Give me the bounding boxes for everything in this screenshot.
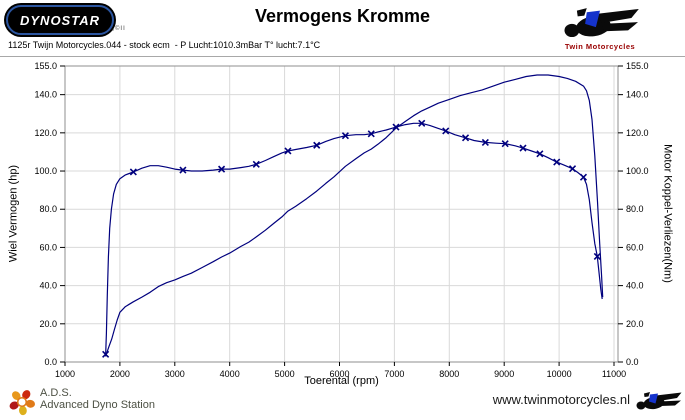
x-marker — [284, 147, 292, 155]
y-tick-label-right: 60.0 — [626, 242, 644, 252]
x-marker — [129, 168, 137, 176]
dynostar-logo-suffix: „©II — [112, 26, 126, 32]
x-tick-label: 8000 — [439, 369, 459, 379]
dynostar-logo-text: DYNOSTAR — [20, 12, 100, 28]
y-tick-label-right: 140.0 — [626, 90, 649, 100]
y-tick-label-left: 155.0 — [34, 61, 57, 71]
x-marker — [418, 119, 426, 127]
website-url: www.twinmotorcycles.nl — [492, 392, 630, 407]
twin-motorcycles-logo — [564, 8, 639, 38]
y-tick-label-right: 0.0 — [626, 357, 639, 367]
x-marker — [392, 123, 400, 131]
ads-swirl-icon — [9, 390, 36, 416]
y-tick-label-left: 60.0 — [39, 242, 57, 252]
twin-motorcycles-logo-small — [636, 392, 682, 410]
x-tick-label: 1000 — [55, 369, 75, 379]
left-axis-title: Wiel Vermogen (hp) — [7, 164, 20, 263]
x-marker — [501, 140, 509, 148]
x-tick-label: 5000 — [275, 369, 295, 379]
x-marker — [568, 165, 577, 173]
x-marker — [367, 130, 375, 138]
report-header: DYNOSTAR „©II Vermogens Kromme 1125r Twi… — [0, 0, 685, 57]
x-tick-label: 4000 — [220, 369, 240, 379]
x-tick-label: 9000 — [494, 369, 514, 379]
twin-motorcycles-caption: Twin Motorcycles — [564, 42, 636, 51]
x-tick-label: 10000 — [547, 369, 572, 379]
y-tick-label-left: 80.0 — [39, 204, 57, 214]
x-tick-label: 7000 — [384, 369, 404, 379]
x-marker — [461, 134, 470, 142]
x-marker — [579, 173, 588, 181]
y-tick-label-right: 40.0 — [626, 281, 644, 291]
dynostar-logo: DYNOSTAR — [6, 5, 114, 35]
x-marker — [553, 158, 561, 166]
y-tick-label-right: 20.0 — [626, 319, 644, 329]
x-tick-label: 3000 — [165, 369, 185, 379]
run-info-line: 1125r Twijn Motorcycles.044 - stock ecm … — [8, 40, 321, 50]
x-marker — [252, 160, 260, 168]
y-tick-label-right: 155.0 — [626, 61, 649, 71]
x-marker — [442, 127, 450, 135]
x-marker — [593, 252, 601, 260]
page-title: Vermogens Kromme — [254, 6, 431, 26]
x-marker — [519, 144, 527, 152]
y-tick-label-left: 40.0 — [39, 281, 57, 291]
y-tick-label-left: 100.0 — [34, 166, 57, 176]
x-tick-label: 11000 — [602, 369, 626, 379]
x-marker — [313, 141, 321, 149]
y-tick-label-right: 80.0 — [626, 204, 644, 214]
right-axis-title: Motor Koppel-Verliezen(Nm) — [661, 144, 674, 283]
y-tick-label-right: 120.0 — [626, 128, 649, 138]
x-marker — [102, 350, 110, 358]
y-tick-label-right: 100.0 — [626, 166, 649, 176]
x-marker — [536, 150, 544, 158]
ads-name: Advanced Dyno Station — [40, 399, 155, 411]
x-marker — [481, 138, 489, 146]
x-marker — [341, 132, 349, 140]
x-tick-label: 6000 — [329, 369, 349, 379]
y-tick-label-left: 120.0 — [34, 128, 57, 138]
y-tick-label-left: 140.0 — [34, 90, 57, 100]
x-tick-label: 2000 — [110, 369, 130, 379]
plot-border — [64, 65, 619, 363]
y-tick-label-left: 20.0 — [39, 319, 57, 329]
y-tick-label-left: 0.0 — [44, 357, 57, 367]
ads-abbreviation: A.D.S. — [40, 387, 72, 399]
x-axis-title: Toerental (rpm) — [304, 375, 379, 387]
x-marker — [218, 165, 226, 173]
curve-wiel-vermogen-hp — [105, 74, 604, 357]
x-marker — [179, 166, 187, 174]
curve-motor-koppel-verliezen-nm — [105, 122, 603, 357]
